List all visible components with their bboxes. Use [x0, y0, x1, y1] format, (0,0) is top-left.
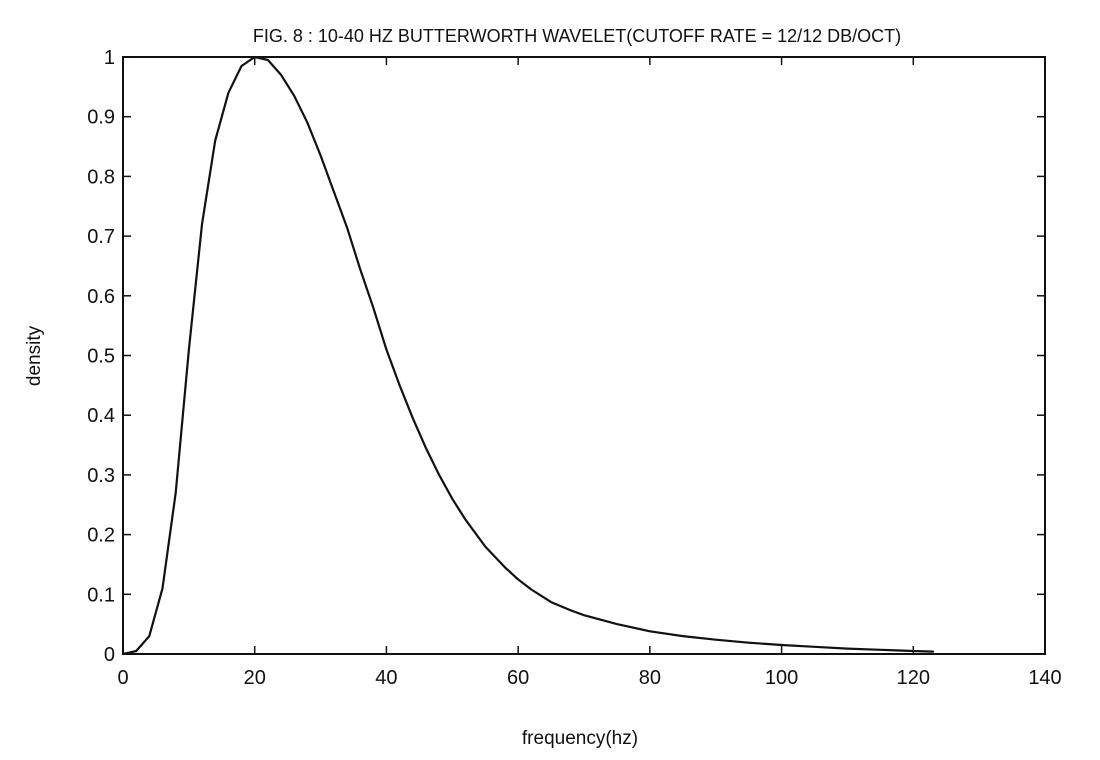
x-axis-tick-labels: 0 20 40 60 80 100 120 140 — [117, 667, 1061, 689]
x-axis-label: frequency(hz) — [522, 728, 638, 749]
y-tick-label: 0.7 — [87, 226, 115, 248]
y-tick-label: 0.8 — [87, 166, 115, 188]
y-tick-label: 0.6 — [87, 286, 115, 308]
y-tick-label: 0.1 — [87, 584, 115, 606]
y-tick-label: 0.2 — [87, 525, 115, 547]
y-axis-label: density — [24, 325, 45, 386]
y-tick-label: 0.4 — [87, 405, 115, 427]
x-tick-label: 0 — [117, 667, 128, 689]
y-tick-label: 1 — [104, 47, 115, 69]
x-tick-label: 60 — [507, 667, 529, 689]
series-line — [121, 55, 935, 656]
y-tick-label: 0.9 — [87, 107, 115, 129]
x-tick-label: 80 — [639, 667, 661, 689]
x-axis-ticks — [122, 57, 1046, 654]
chart-title: FIG. 8 : 10-40 HZ BUTTERWORTH WAVELET(CU… — [253, 26, 901, 46]
y-tick-label: 0.3 — [87, 465, 115, 487]
y-axis-tick-labels: 0 0.1 0.2 0.3 0.4 0.5 0.6 0.7 0.8 0.9 1 — [87, 47, 115, 666]
plot-area-frame — [122, 56, 1046, 655]
y-tick-label: 0.5 — [87, 346, 115, 368]
x-tick-label: 140 — [1028, 667, 1061, 689]
y-tick-label: 0 — [104, 644, 115, 666]
x-tick-label: 100 — [765, 667, 798, 689]
y-axis-ticks — [123, 56, 1045, 655]
x-tick-label: 120 — [897, 667, 930, 689]
x-tick-label: 20 — [244, 667, 266, 689]
x-tick-label: 40 — [375, 667, 397, 689]
